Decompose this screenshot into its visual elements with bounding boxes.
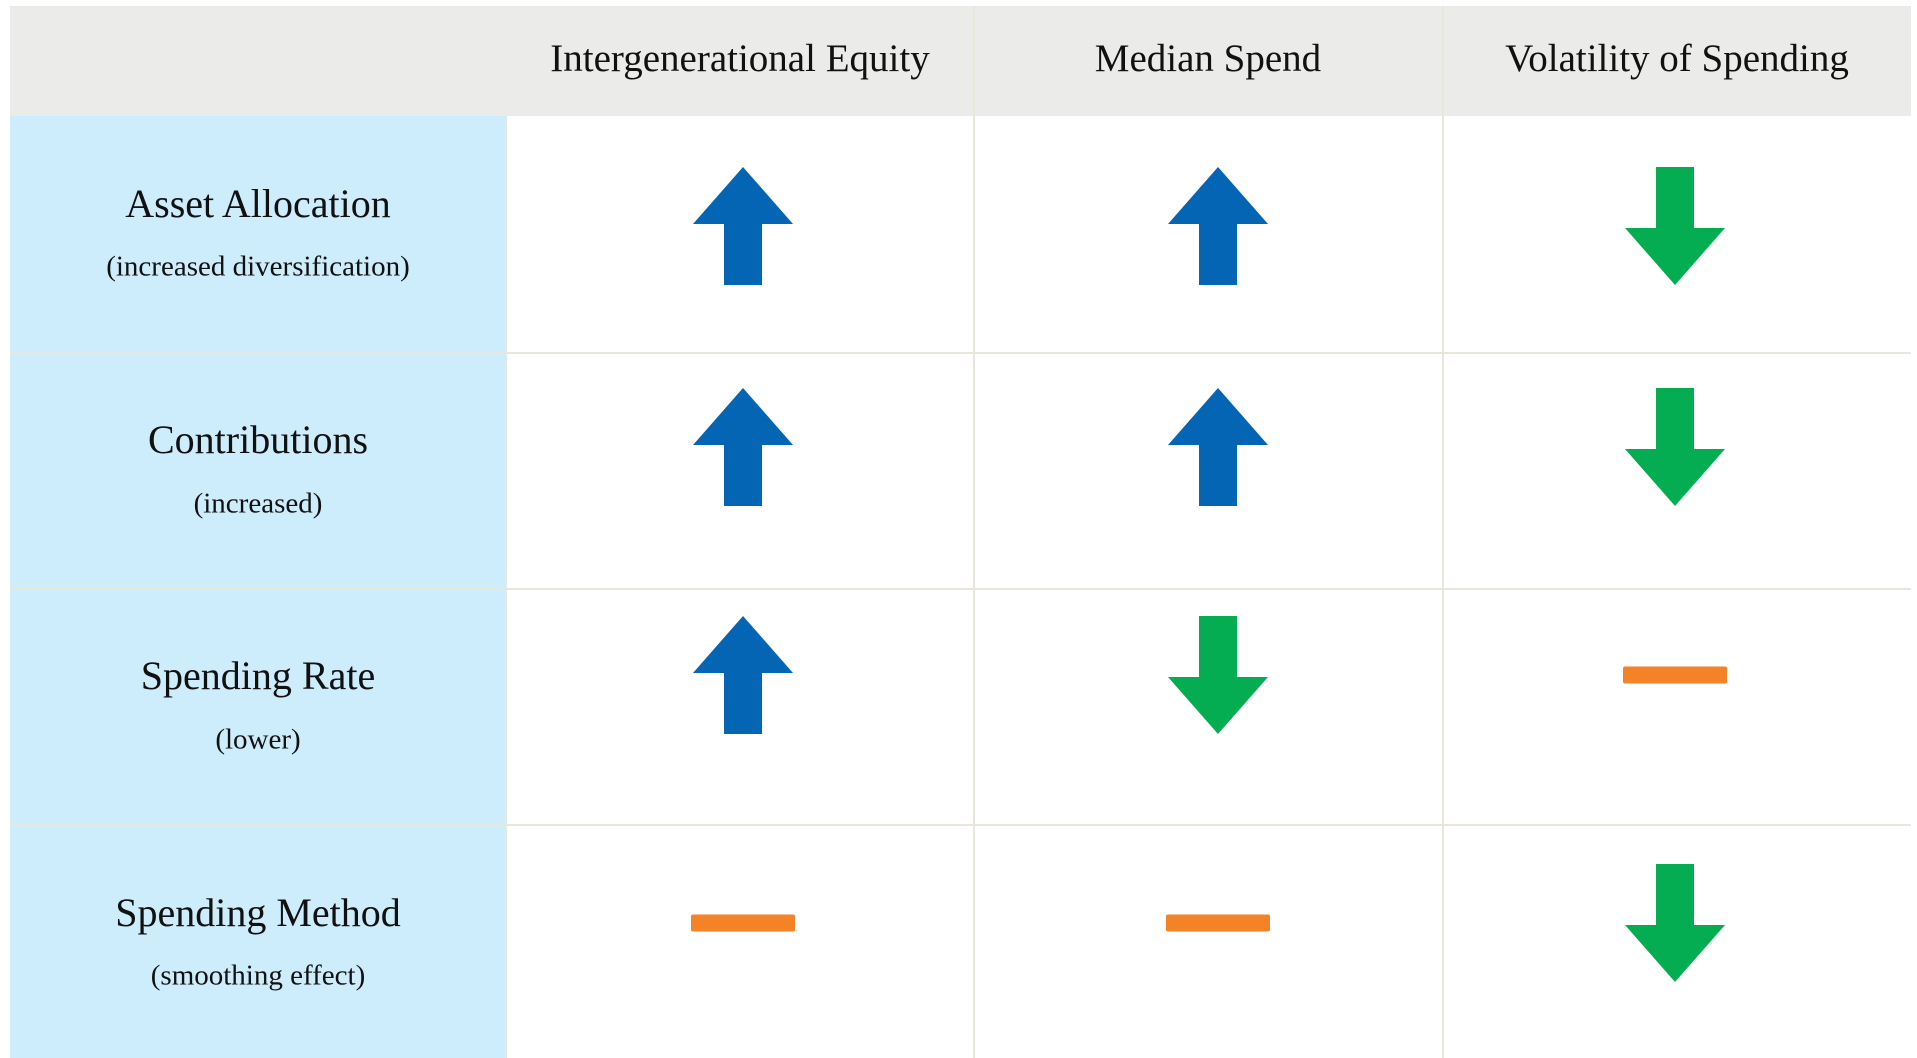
- column-header: Median Spend: [1095, 37, 1322, 80]
- row-label: Contributions: [148, 417, 368, 462]
- label-column-background: [10, 116, 506, 1058]
- row-note: (lower): [215, 724, 300, 756]
- no-change-dash: [691, 914, 795, 932]
- column-header: Intergenerational Equity: [550, 37, 930, 80]
- down-arrow: [1625, 388, 1725, 506]
- up-arrow: [693, 616, 793, 734]
- column-header: Volatility of Spending: [1505, 37, 1849, 80]
- down-arrow: [1168, 616, 1268, 734]
- grid: [10, 6, 1911, 1058]
- up-arrow: [1168, 388, 1268, 506]
- up-arrow: [693, 167, 793, 285]
- down-arrow: [1625, 167, 1725, 285]
- down-arrow: [1625, 864, 1725, 982]
- row-note: (increased): [194, 488, 323, 520]
- header-background: [10, 6, 1911, 116]
- row-note: (increased diversification): [106, 251, 410, 283]
- row-note: (smoothing effect): [151, 960, 365, 992]
- row-label: Spending Rate: [141, 653, 375, 698]
- row-label: Spending Method: [115, 890, 401, 935]
- up-arrow: [1168, 167, 1268, 285]
- up-arrow: [693, 388, 793, 506]
- row-label: Asset Allocation: [125, 181, 391, 226]
- no-change-dash: [1166, 914, 1270, 932]
- no-change-dash: [1623, 666, 1727, 684]
